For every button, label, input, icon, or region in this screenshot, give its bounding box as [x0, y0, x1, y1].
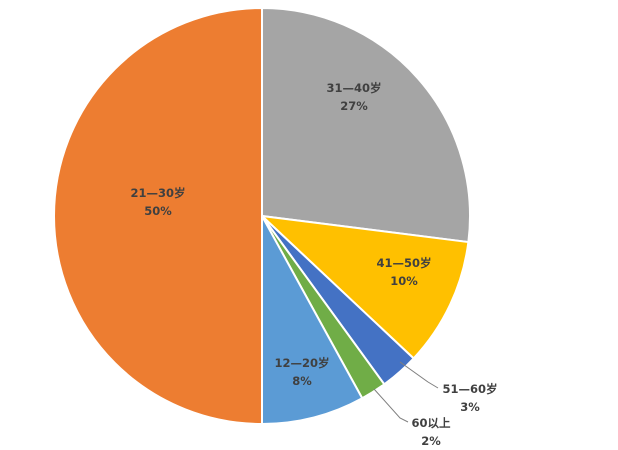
data-label-category-1: 41—50岁	[376, 256, 431, 270]
pie-slice-5	[53, 6, 263, 426]
data-label-percent-4: 8%	[292, 374, 312, 388]
leader-lines	[373, 361, 439, 423]
pie-slice-4	[261, 215, 364, 426]
data-label-category-5: 21—30岁	[130, 186, 185, 200]
pie-slices	[53, 6, 471, 426]
data-label-0: 31—40岁 27%	[326, 81, 381, 113]
data-label-category-2: 51—60岁	[442, 382, 497, 396]
data-label-percent-2: 3%	[460, 400, 480, 414]
data-label-percent-1: 10%	[390, 274, 418, 288]
data-label-1: 41—50岁 10%	[376, 256, 431, 288]
data-label-5: 21—30岁 50%	[130, 186, 185, 218]
data-label-percent-0: 27%	[340, 99, 368, 113]
data-label-4: 12—20岁 8%	[274, 356, 329, 388]
data-label-category-0: 31—40岁	[326, 81, 381, 95]
data-label-3: 60以上 2%	[411, 416, 451, 448]
leader-line-2	[399, 361, 439, 389]
data-label-percent-3: 2%	[421, 434, 441, 448]
pie-slice-0	[261, 6, 471, 244]
data-label-category-3: 60以上	[411, 416, 451, 430]
data-label-percent-5: 50%	[144, 204, 172, 218]
data-labels: 31—40岁 27% 41—50岁 10% 51—60岁 3% 60以上 2% 12—20岁 8%…	[130, 81, 497, 448]
data-label-2: 51—60岁 3%	[442, 382, 497, 414]
pie-slice-1	[259, 214, 470, 360]
data-label-category-4: 12—20岁	[274, 356, 329, 370]
leader-line-3	[373, 388, 409, 423]
